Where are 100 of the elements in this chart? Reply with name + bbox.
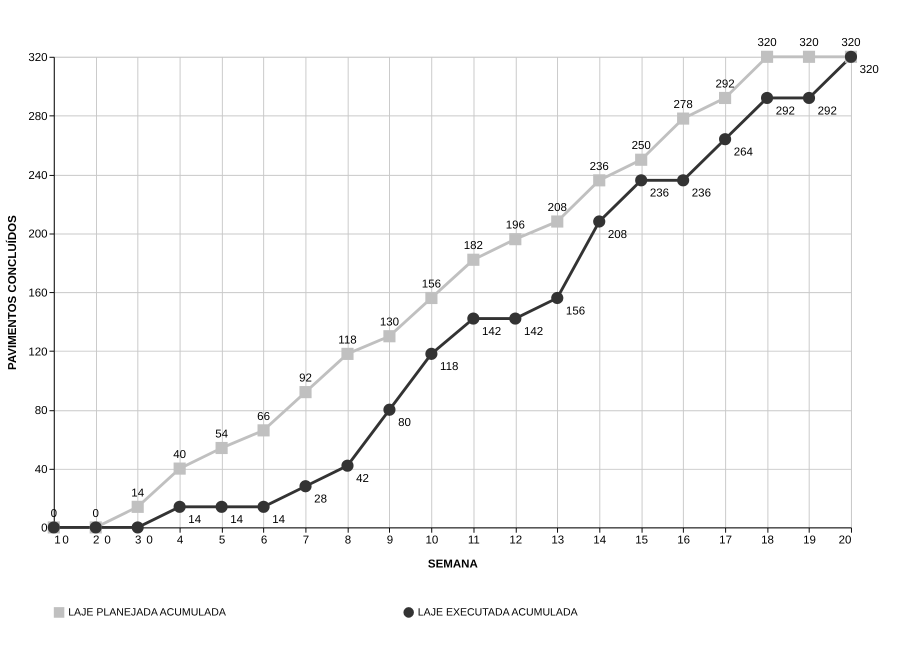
x-tick-label: 3: [134, 534, 142, 546]
data-label: 14: [131, 487, 145, 500]
x-tick-label: 6: [260, 534, 268, 546]
x-tick-label: 4: [176, 534, 184, 546]
data-label: 14: [230, 514, 244, 526]
x-tick-label: 9: [386, 534, 394, 546]
data-label: 320: [757, 37, 777, 50]
point: [132, 500, 144, 513]
data-label: 142: [524, 326, 544, 338]
data-label: 80: [398, 417, 411, 430]
legend-label: LAJE PLANEJADA ACUMULADA: [68, 606, 227, 618]
x-tick-label: 18: [761, 534, 774, 546]
data-label: 92: [299, 372, 312, 385]
data-label: 278: [674, 99, 693, 111]
point: [551, 292, 564, 304]
point: [509, 233, 522, 246]
point: [593, 215, 606, 228]
point: [551, 215, 564, 228]
point: [341, 460, 354, 472]
data-label: 250: [632, 140, 651, 152]
data-label: 264: [734, 146, 754, 158]
x-tick-label: 19: [803, 534, 816, 546]
point: [802, 92, 816, 104]
y-tick-label: 40: [34, 464, 48, 476]
point: [635, 174, 648, 186]
point: [341, 348, 354, 360]
y-tick-label: 200: [28, 228, 48, 241]
data-label: 142: [482, 326, 502, 338]
point: [802, 50, 816, 63]
data-label: 292: [818, 105, 837, 118]
data-label: 236: [590, 160, 609, 173]
data-label: 54: [215, 428, 229, 440]
data-label: 292: [776, 105, 795, 118]
x-tick-label: 15: [635, 534, 648, 546]
data-label: 182: [464, 240, 483, 252]
x-tick-label: 10: [425, 534, 438, 546]
data-label: 14: [272, 514, 286, 526]
y-tick-label: 80: [34, 405, 48, 418]
point: [383, 330, 396, 342]
data-label: 156: [422, 278, 442, 290]
point: [425, 348, 438, 360]
y-tick-label: 120: [28, 346, 48, 358]
x-tick-label: 12: [509, 534, 522, 546]
data-label: 28: [314, 494, 327, 506]
data-label: 0: [146, 534, 153, 547]
data-label: 130: [380, 316, 400, 329]
x-axis-title: SEMANA: [428, 558, 478, 570]
data-label: 118: [338, 334, 357, 346]
x-tick-label: 1: [54, 534, 61, 546]
point: [216, 442, 228, 454]
x-tick-label: 13: [551, 534, 564, 546]
point: [635, 154, 648, 166]
point: [383, 404, 396, 416]
point: [257, 424, 270, 436]
point: [174, 500, 186, 513]
x-tick-label: 5: [218, 534, 226, 546]
data-label: 0: [62, 534, 69, 547]
point: [425, 292, 438, 304]
point: [593, 174, 606, 186]
point: [299, 386, 312, 398]
data-label: 208: [548, 202, 567, 214]
point: [760, 50, 774, 63]
y-tick-label: 0: [41, 522, 48, 535]
point: [509, 312, 522, 325]
data-label: 320: [841, 37, 861, 50]
data-label: 208: [608, 228, 628, 241]
x-tick-label: 7: [302, 534, 310, 546]
point: [677, 174, 690, 186]
data-label: 156: [566, 305, 586, 318]
point: [760, 92, 774, 104]
x-tick-label: 2: [93, 534, 100, 546]
point: [299, 480, 312, 492]
x-tick-label: 8: [344, 534, 352, 546]
data-label: 292: [715, 78, 735, 90]
point: [132, 521, 144, 534]
data-label: 42: [356, 472, 369, 485]
data-label: 236: [692, 188, 711, 200]
point: [216, 500, 228, 513]
x-tick-label: 16: [677, 534, 690, 546]
data-label: 0: [104, 534, 111, 547]
data-label: 236: [650, 188, 670, 200]
y-tick-label: 240: [28, 170, 48, 182]
y-tick-label: 160: [28, 287, 48, 300]
point: [467, 312, 480, 325]
x-tick-label: 14: [593, 534, 607, 546]
x-tick-label: 17: [719, 534, 732, 546]
point: [257, 500, 270, 513]
point: [719, 133, 732, 146]
legend-label: LAJE EXECUTADA ACUMULADA: [418, 606, 579, 618]
point: [719, 92, 732, 104]
data-label: 320: [860, 64, 879, 76]
y-tick-label: 320: [28, 52, 48, 64]
data-label: 66: [257, 410, 270, 423]
data-label: 0: [92, 508, 99, 520]
x-tick-label: 11: [468, 534, 480, 546]
point: [677, 112, 690, 125]
data-label: 320: [799, 37, 819, 50]
x-tick-label: 20: [838, 534, 852, 546]
point: [174, 462, 186, 475]
data-label: 14: [188, 514, 202, 526]
